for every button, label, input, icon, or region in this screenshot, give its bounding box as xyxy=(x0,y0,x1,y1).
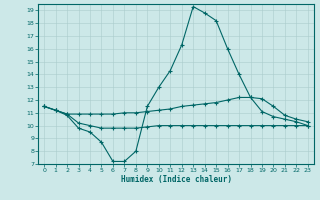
X-axis label: Humidex (Indice chaleur): Humidex (Indice chaleur) xyxy=(121,175,231,184)
